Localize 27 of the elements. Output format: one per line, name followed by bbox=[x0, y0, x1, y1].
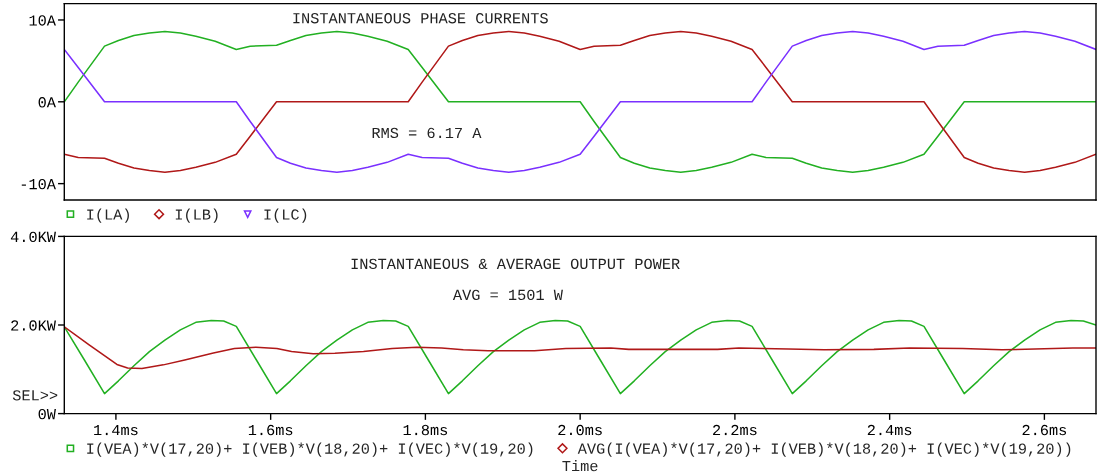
y-tick-label: 0W bbox=[38, 408, 56, 420]
x-tick-label: 2.4ms bbox=[867, 424, 912, 436]
annotation: AVG = 1501 W bbox=[452, 289, 563, 301]
x-axis-title: Time bbox=[562, 460, 598, 472]
y-tick-label: 4.0KW bbox=[10, 231, 56, 243]
text: SEL>> bbox=[12, 390, 58, 401]
annotation: RMS = 6.17 A bbox=[372, 127, 482, 139]
y-tick-label: 0A bbox=[38, 97, 56, 108]
y-tick-label: 10A bbox=[29, 15, 56, 26]
line-series bbox=[64, 319, 1096, 395]
text: INSTANTANEOUS & AVERAGE OUTPUT POWER bbox=[351, 258, 680, 270]
x-tick-label: 2.0ms bbox=[558, 424, 602, 436]
x-tick-label: 1.8ms bbox=[403, 424, 448, 436]
x-tick-label: 2.2ms bbox=[713, 424, 757, 436]
legend-label: AVG(I(VEA)*V(17,20)+ I(VEB)*V(18,20)+ I(VEC)*V(19,20)) bbox=[577, 442, 1071, 457]
legend-label: I(VEA)*V(17,20)+ I(VEB)*V(18,20)+ I(VEC)*V(19,20) bbox=[87, 442, 533, 457]
legend-label: I(LA) bbox=[87, 208, 129, 223]
line-series bbox=[64, 326, 1096, 370]
legend-label: I(LB) bbox=[175, 208, 218, 223]
line-series bbox=[64, 30, 1096, 173]
x-tick-label: 2.6ms bbox=[1022, 424, 1067, 436]
x-tick-label: 1.4ms bbox=[94, 425, 138, 436]
y-tick-label: 2.0KW bbox=[11, 320, 56, 331]
legend-label: I(LC) bbox=[264, 208, 307, 223]
x-tick-label: 1.6ms bbox=[248, 424, 293, 436]
chart-title: INSTANTANEOUS PHASE CURRENTS bbox=[293, 13, 548, 24]
y-tick-label: -10A bbox=[21, 178, 56, 190]
